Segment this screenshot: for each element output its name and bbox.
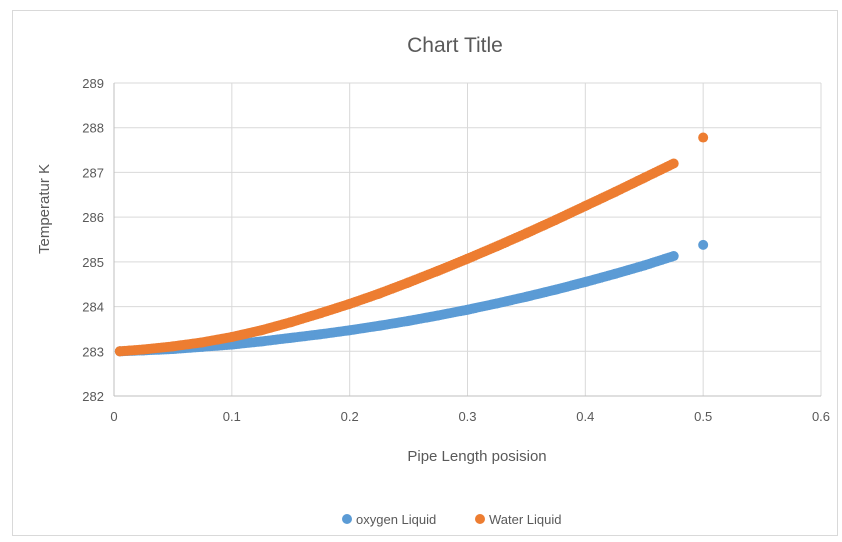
data-point xyxy=(491,241,502,252)
data-point xyxy=(285,317,296,328)
data-point xyxy=(315,329,326,340)
data-point xyxy=(521,291,532,302)
x-tick-label: 0.6 xyxy=(812,409,830,424)
y-tick-label: 287 xyxy=(82,165,104,180)
data-point xyxy=(433,265,444,276)
legend-label: oxygen Liquid xyxy=(356,512,436,527)
data-point xyxy=(197,337,208,348)
series-water-liquid xyxy=(114,132,709,357)
data-point xyxy=(256,336,267,347)
legend-item: Water Liquid xyxy=(475,512,562,527)
data-point xyxy=(344,298,355,309)
legend-item: oxygen Liquid xyxy=(342,512,436,527)
data-point xyxy=(462,253,473,264)
data-point xyxy=(639,260,650,271)
data-point xyxy=(374,288,385,299)
data-point xyxy=(639,172,650,183)
data-point xyxy=(374,320,385,331)
data-point xyxy=(344,325,355,336)
chart-canvas: Chart Title 282 283 284 285 286 287 288 289 0 0.1… xyxy=(36,34,830,527)
data-point xyxy=(521,228,532,239)
x-tick-label: 0 xyxy=(110,409,117,424)
data-point xyxy=(403,315,414,326)
data-point xyxy=(668,251,679,262)
data-point xyxy=(698,239,709,250)
legend-label: Water Liquid xyxy=(489,512,562,527)
data-point xyxy=(609,268,620,279)
x-tick-label: 0.5 xyxy=(694,409,712,424)
data-point xyxy=(550,214,561,225)
data-point xyxy=(491,298,502,309)
data-point xyxy=(315,308,326,319)
data-point xyxy=(580,276,591,287)
y-tick-label: 285 xyxy=(82,255,104,270)
legend: oxygen Liquid Water Liquid xyxy=(342,512,562,527)
y-tick-label: 288 xyxy=(82,121,104,136)
data-point xyxy=(285,332,296,343)
x-axis-label: Pipe Length posision xyxy=(407,448,546,465)
data-point xyxy=(550,284,561,295)
data-point xyxy=(403,277,414,288)
data-point xyxy=(698,132,709,143)
data-point xyxy=(138,344,149,355)
chart-title: Chart Title xyxy=(407,34,503,57)
data-point xyxy=(114,346,125,357)
y-axis-label: Temperatur K xyxy=(36,164,53,254)
legend-marker-icon xyxy=(475,514,485,524)
x-tick-label: 0.2 xyxy=(341,409,359,424)
data-point xyxy=(668,158,679,169)
data-point xyxy=(580,200,591,211)
y-tick-label: 282 xyxy=(82,389,104,404)
data-point xyxy=(462,304,473,315)
y-tick-label: 283 xyxy=(82,344,104,359)
data-point xyxy=(609,187,620,198)
x-tick-label: 0.4 xyxy=(576,409,594,424)
x-tick-label: 0.1 xyxy=(223,409,241,424)
gridlines xyxy=(113,82,822,397)
plot-series xyxy=(114,132,709,357)
y-tick-label: 286 xyxy=(82,210,104,225)
y-tick-label: 284 xyxy=(82,300,104,315)
data-point xyxy=(226,331,237,342)
chart-area: Chart Title 282 283 284 285 286 287 288 289 0 0.1… xyxy=(12,10,838,536)
x-tick-label: 0.3 xyxy=(458,409,476,424)
y-tick-label: 289 xyxy=(82,76,104,91)
series-oxygen-liquid xyxy=(114,239,709,357)
data-point xyxy=(433,310,444,321)
data-point xyxy=(256,325,267,336)
axes: 282 283 284 285 286 287 288 289 0 0.1 0.2 0.3 0.4 0.5… xyxy=(82,76,830,424)
legend-marker-icon xyxy=(342,514,352,524)
data-point xyxy=(167,341,178,352)
